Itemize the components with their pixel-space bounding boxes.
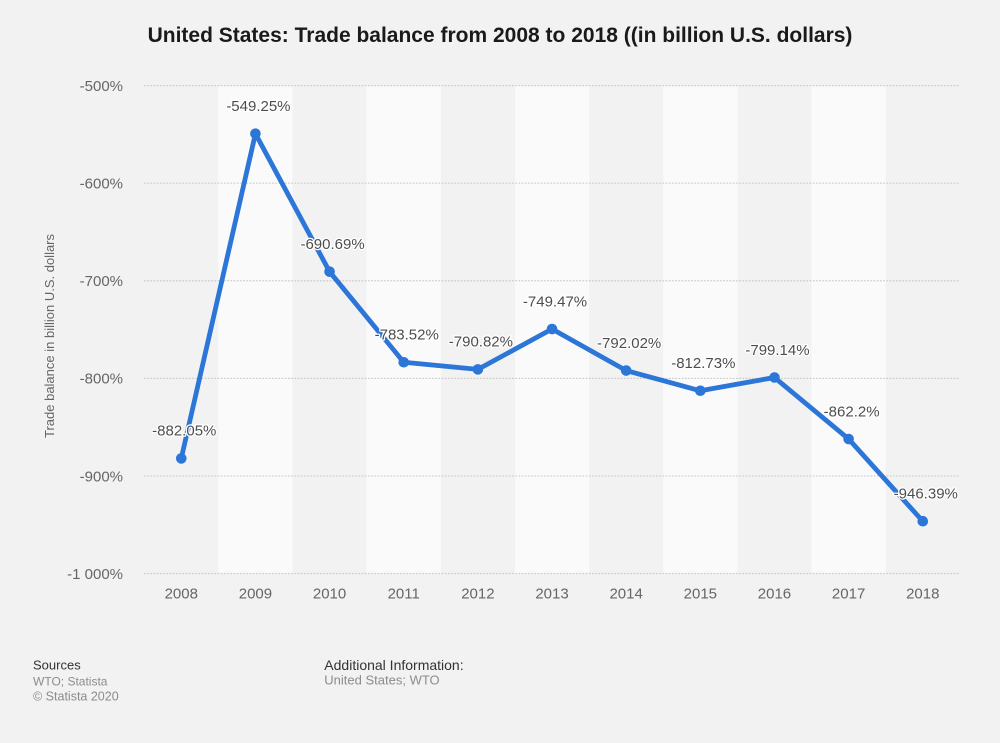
svg-text:-549.25%: -549.25% xyxy=(226,98,290,115)
svg-text:-500%: -500% xyxy=(80,78,123,95)
svg-text:2017: 2017 xyxy=(832,586,865,603)
svg-text:2013: 2013 xyxy=(535,586,568,603)
svg-text:2014: 2014 xyxy=(609,586,642,603)
svg-text:-749.47%: -749.47% xyxy=(523,293,587,310)
svg-text:WTO; Statista: WTO; Statista xyxy=(33,675,108,689)
svg-text:-799.14%: -799.14% xyxy=(745,342,809,359)
svg-text:-946.39%: -946.39% xyxy=(894,485,958,502)
svg-text:-882.05%: -882.05% xyxy=(152,423,216,440)
svg-text:2018: 2018 xyxy=(906,586,939,603)
svg-text:-862.2%: -862.2% xyxy=(824,403,880,420)
svg-text:Trade balance in billion U.S.: Trade balance in billion U.S. dollars xyxy=(42,233,57,438)
svg-text:-690.69%: -690.69% xyxy=(300,236,364,253)
svg-text:-1 000%: -1 000% xyxy=(67,566,123,583)
svg-text:2009: 2009 xyxy=(239,586,272,603)
svg-text:2011: 2011 xyxy=(388,586,420,603)
svg-text:-800%: -800% xyxy=(80,371,123,388)
svg-text:-792.02%: -792.02% xyxy=(597,335,661,352)
svg-text:2010: 2010 xyxy=(313,586,346,603)
svg-text:2008: 2008 xyxy=(165,586,198,603)
svg-text:-600%: -600% xyxy=(80,176,123,193)
svg-text:-700%: -700% xyxy=(80,273,123,290)
svg-text:United States; WTO: United States; WTO xyxy=(324,673,439,688)
svg-text:-790.82%: -790.82% xyxy=(449,334,513,351)
svg-text:Sources: Sources xyxy=(33,658,81,673)
svg-text:2016: 2016 xyxy=(758,586,791,603)
svg-text:-783.52%: -783.52% xyxy=(375,327,439,344)
svg-text:United States: Trade balance f: United States: Trade balance from 2008 t… xyxy=(148,24,853,47)
svg-text:-900%: -900% xyxy=(80,468,123,485)
svg-text:© Statista 2020: © Statista 2020 xyxy=(33,690,119,704)
svg-text:2012: 2012 xyxy=(461,586,494,603)
svg-text:2015: 2015 xyxy=(684,586,717,603)
svg-text:-812.73%: -812.73% xyxy=(671,355,735,372)
svg-text:Additional Information:: Additional Information: xyxy=(324,657,463,673)
